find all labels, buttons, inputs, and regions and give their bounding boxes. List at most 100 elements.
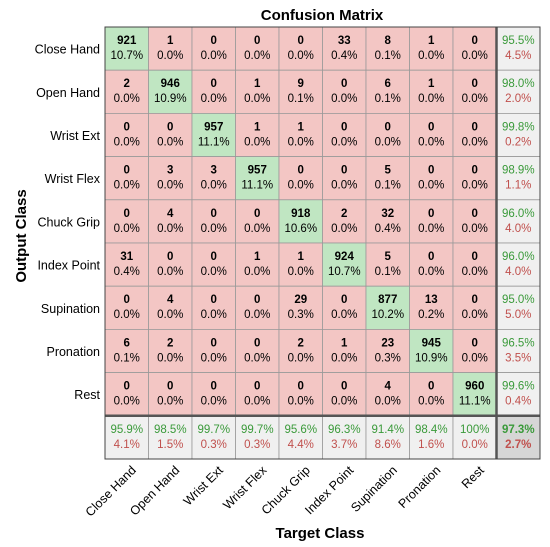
matrix-cell-percent: 0.0% [244,223,270,235]
matrix-cell-percent: 0.0% [157,50,183,62]
column-summary-cell [409,415,454,460]
matrix-cell-value: 0 [472,208,478,220]
matrix-cell-value: 1 [428,78,435,90]
overall-accuracy-cell-percent: 2.7% [505,439,531,451]
matrix-cell-value: 0 [298,165,304,177]
matrix-cell-percent: 11.1% [459,396,491,408]
matrix-cell-percent: 10.6% [284,223,317,235]
matrix-cell-value: 0 [428,208,434,220]
matrix-cell [452,113,497,158]
matrix-cell-value: 0 [124,208,130,220]
matrix-cell-percent: 0.0% [288,50,314,62]
matrix-cell-percent: 0.0% [462,180,488,192]
matrix-cell-value: 0 [124,121,130,133]
column-summary-cell-value: 100% [460,424,489,436]
matrix-cell-percent: 10.2% [371,309,404,321]
y-tick-label: Close Hand [35,43,100,57]
matrix-cell-value: 921 [117,35,137,47]
matrix-cell-percent: 0.0% [331,223,357,235]
matrix-cell-value: 945 [422,337,442,349]
row-summary-cell [496,199,541,244]
matrix-cell [409,328,454,373]
matrix-cell-percent: 0.1% [375,50,401,62]
x-tick-label: Pronation [396,463,444,511]
column-summary-cell [191,415,236,460]
matrix-cell-percent: 0.1% [375,93,401,105]
matrix-cell-percent: 0.0% [418,136,444,148]
matrix-cell [191,113,236,158]
matrix-cell [104,328,149,373]
column-summary-cell-percent: 0.0% [462,439,488,451]
matrix-cells: 92110.7%10.0%00.0%00.0%00.0%330.4%80.1%1… [104,26,541,460]
overall-accuracy-cell-value: 97.3% [502,424,535,436]
matrix-cell [148,113,193,158]
row-summary-cell-value: 96.0% [502,251,535,263]
row-summary-cell-value: 98.9% [502,165,535,177]
row-summary-cell-percent: 1.1% [505,180,531,192]
matrix-cell [409,156,454,201]
matrix-cell-value: 3 [211,165,217,177]
matrix-cell [322,242,367,287]
matrix-cell-percent: 0.0% [114,180,140,192]
matrix-cell-percent: 10.7% [328,266,361,278]
matrix-cell [322,69,367,114]
matrix-cell [104,156,149,201]
matrix-cell-value: 0 [472,337,478,349]
matrix-cell [365,328,410,373]
row-summary-cell-value: 96.0% [502,208,535,220]
matrix-cell-value: 0 [211,251,217,263]
matrix-cell-percent: 11.1% [241,180,273,192]
matrix-cell-percent: 0.0% [418,180,444,192]
column-summary-cell-value: 95.6% [284,424,317,436]
matrix-cell [278,372,323,417]
row-summary-cell-percent: 0.2% [505,136,531,148]
matrix-cell [148,328,193,373]
column-summary-cell [365,415,410,460]
matrix-cell-value: 23 [381,337,394,349]
matrix-cell-percent: 0.2% [418,309,444,321]
matrix-cell [409,26,454,71]
matrix-cell-value: 0 [428,121,434,133]
matrix-cell-percent: 0.4% [114,266,140,278]
matrix-cell [409,113,454,158]
matrix-cell-percent: 0.0% [375,136,401,148]
row-summary-cell-percent: 4.0% [505,266,531,278]
matrix-cell [104,372,149,417]
matrix-cell-percent: 0.0% [288,352,314,364]
matrix-cell-percent: 0.4% [331,50,357,62]
row-summary-cell-percent: 4.0% [505,223,531,235]
matrix-border [104,26,541,460]
matrix-cell [148,69,193,114]
column-summary-cell-percent: 0.3% [244,439,270,451]
matrix-cell-percent: 0.0% [331,136,357,148]
matrix-cell [148,285,193,330]
matrix-cell-value: 4 [167,208,174,220]
matrix-cell-value: 1 [428,35,435,47]
y-axis-label: Output Class [13,189,30,282]
matrix-cell [365,26,410,71]
matrix-cell-value: 31 [120,251,133,263]
matrix-cell-percent: 0.0% [462,93,488,105]
matrix-cell [235,285,280,330]
matrix-cell [278,199,323,244]
matrix-cell [104,113,149,158]
matrix-cell-percent: 0.0% [114,93,140,105]
matrix-cell [452,242,497,287]
matrix-cell [322,285,367,330]
matrix-cell-percent: 0.0% [201,223,227,235]
matrix-cell [365,69,410,114]
matrix-cell-value: 0 [167,121,173,133]
matrix-cell-percent: 0.0% [157,309,183,321]
matrix-cell-percent: 0.0% [462,266,488,278]
matrix-cell-value: 0 [254,381,260,393]
matrix-cell-value: 0 [341,381,347,393]
matrix-cell [191,285,236,330]
column-summary-cell-value: 96.3% [328,424,361,436]
matrix-cell [104,26,149,71]
matrix-cell-value: 0 [472,78,478,90]
matrix-cell-percent: 0.0% [418,396,444,408]
row-summary-cell-percent: 5.0% [505,309,531,321]
x-tick-label: Supination [348,463,400,515]
column-summary-cell-percent: 3.7% [331,439,357,451]
column-summary-cell [278,415,323,460]
